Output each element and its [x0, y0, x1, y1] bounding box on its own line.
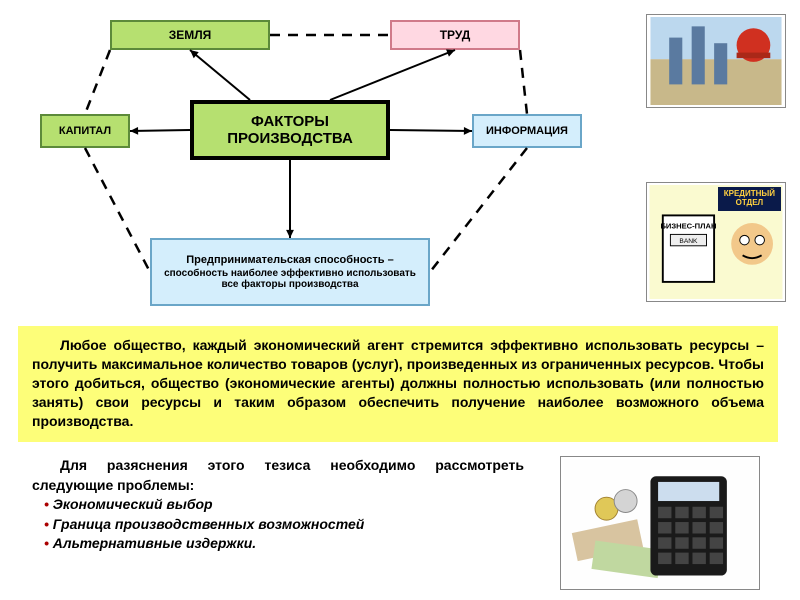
- problem-item: Альтернативные издержки.: [44, 534, 524, 554]
- paragraph-text: Любое общество, каждый экономический аге…: [32, 337, 764, 429]
- problem-item: Экономический выбор: [44, 495, 524, 515]
- factors-diagram: ФАКТОРЫПРОИЗВОДСТВА ЗЕМЛЯ ТРУД КАПИТАЛ И…: [0, 0, 620, 320]
- problems-list: Экономический выборГраница производствен…: [32, 495, 524, 554]
- image-calculator-money: [560, 456, 760, 590]
- main-paragraph: Любое общество, каждый экономический аге…: [18, 326, 778, 442]
- image-credit-dept: КРЕДИТНЫЙОТДЕЛ БИЗНЕС-ПЛАН BANK: [646, 182, 786, 302]
- dashed-perimeter: [0, 0, 620, 320]
- problems-intro: Для разяснения этого тезиса необходимо р…: [32, 456, 524, 495]
- image-industrial: [646, 14, 786, 108]
- svg-text:BANK: BANK: [679, 238, 698, 245]
- credit-caption: КРЕДИТНЫЙОТДЕЛ: [718, 187, 781, 211]
- problems-block: Для разяснения этого тезиса необходимо р…: [18, 446, 538, 564]
- problem-item: Граница производственных возможностей: [44, 515, 524, 535]
- svg-text:БИЗНЕС-ПЛАН: БИЗНЕС-ПЛАН: [660, 222, 716, 231]
